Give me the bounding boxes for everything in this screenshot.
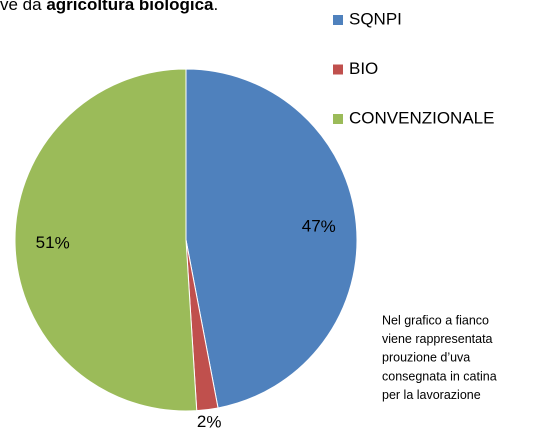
- title-part: ve da: [0, 0, 46, 14]
- legend-swatch: [333, 15, 343, 25]
- annotation: consegnata in catina: [382, 369, 497, 383]
- annotation: prouzione d’uva: [382, 351, 470, 365]
- chart-title: ve da agricoltura biologica.: [0, 0, 218, 14]
- data-label: 2%: [197, 413, 222, 432]
- annotation: viene rappresentata: [382, 332, 493, 346]
- pie-slice: [14, 68, 198, 412]
- data-label-value: 47: [302, 217, 321, 236]
- annotation: per la lavorazione: [382, 388, 481, 402]
- title-part: agricoltura biologica: [46, 0, 214, 14]
- legend-label: BIO: [349, 59, 378, 78]
- data-label: 51%: [36, 234, 70, 253]
- annotation: Nel grafico a fianco: [382, 313, 489, 327]
- legend-label: CONVENZIONALE: [349, 108, 494, 127]
- pie-slice: [185, 68, 358, 409]
- legend-label: SQNPI: [349, 9, 402, 28]
- legend-swatch: [333, 64, 343, 75]
- data-label-value: 51: [36, 234, 55, 253]
- legend-swatch: [333, 114, 343, 124]
- title-part: .: [214, 0, 219, 14]
- data-label-value: 2: [197, 413, 206, 432]
- data-label: 47%: [302, 217, 336, 236]
